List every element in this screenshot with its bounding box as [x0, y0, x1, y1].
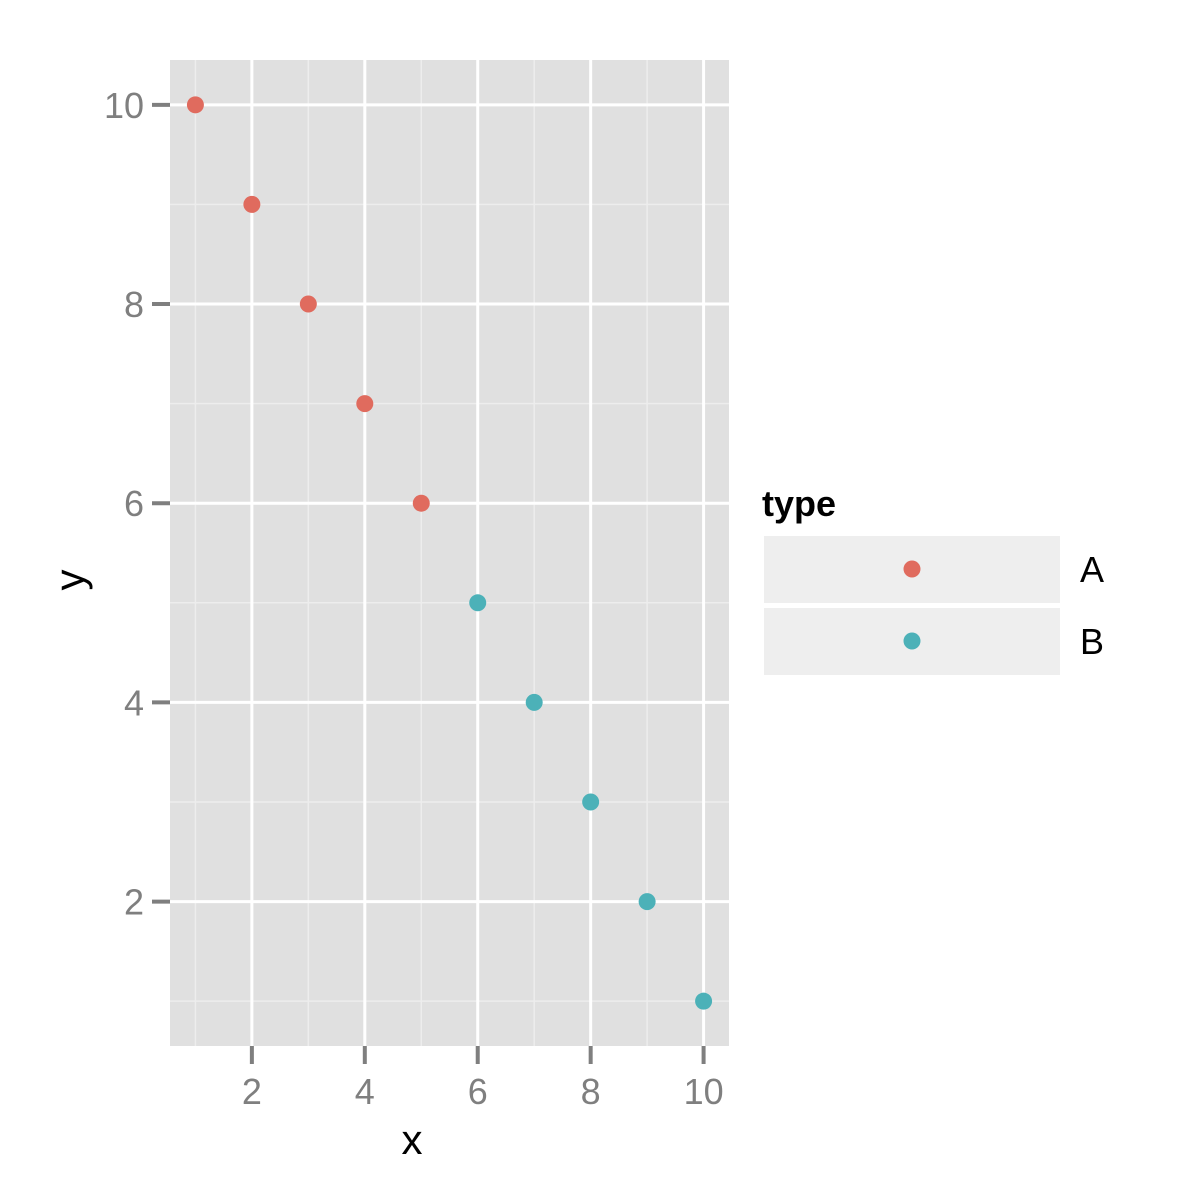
x-tick-label: 10: [684, 1071, 724, 1112]
data-points: [186, 96, 713, 1010]
y-tick-label: 10: [104, 85, 144, 126]
legend-key-B: [903, 632, 921, 650]
x-tick-label: 2: [242, 1071, 262, 1112]
legend-label-B: B: [1080, 621, 1104, 662]
data-point-B: [638, 893, 656, 911]
major-gridlines: [170, 60, 729, 1046]
x-tick-label: 6: [468, 1071, 488, 1112]
data-point-A: [186, 96, 204, 114]
plot-panel: [170, 60, 729, 1046]
minor-gridlines: [170, 60, 729, 1046]
y-axis-title: y: [46, 570, 93, 591]
data-point-A: [243, 195, 261, 213]
y-tick-label: 6: [124, 483, 144, 524]
legend-title: type: [762, 483, 836, 524]
legend-key-A: [903, 560, 921, 578]
y-axis: 2 4 6 8 10: [104, 85, 170, 923]
y-tick-label: 2: [124, 882, 144, 923]
data-point-A: [412, 494, 430, 512]
data-point-B: [469, 594, 487, 612]
data-point-B: [695, 992, 713, 1010]
data-point-B: [582, 793, 600, 811]
legend-label-A: A: [1080, 549, 1104, 590]
data-point-A: [299, 295, 317, 313]
y-tick-label: 4: [124, 682, 144, 723]
legend: type AB: [762, 483, 1104, 675]
y-tick-label: 8: [124, 284, 144, 325]
data-point-A: [356, 395, 374, 413]
x-tick-label: 4: [355, 1071, 375, 1112]
legend-item-A: A: [764, 536, 1104, 603]
x-axis-title: x: [402, 1116, 423, 1163]
x-tick-label: 8: [581, 1071, 601, 1112]
x-axis: 2 4 6 8 10: [242, 1046, 724, 1112]
data-point-B: [525, 693, 543, 711]
legend-item-B: B: [764, 608, 1104, 675]
